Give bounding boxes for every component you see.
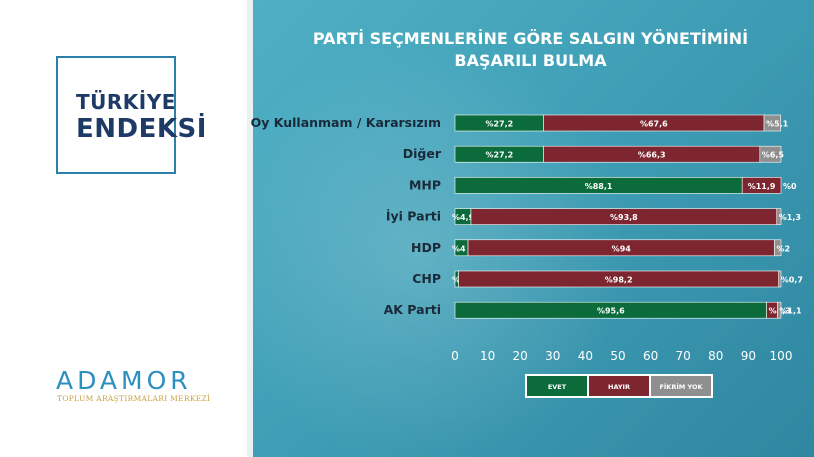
chart-title: PARTİ SEÇMENLERİNE GÖRE SALGIN YÖNETİMİN… [312, 29, 749, 48]
data-label: %27,2 [485, 120, 513, 129]
brand-frame-bottom [56, 172, 176, 174]
category-label: MHP [409, 177, 441, 192]
data-label: %4 [452, 244, 466, 253]
x-tick-label: 40 [578, 349, 593, 363]
data-label: %1,3 [779, 213, 801, 222]
bar-segment [777, 301, 782, 319]
x-tick-label: 10 [480, 349, 495, 363]
x-tick-label: 80 [708, 349, 723, 363]
data-label: %1,1 [779, 307, 802, 316]
category-label: Oy Kullanmam / Kararsızım [251, 115, 441, 130]
data-label: %27,2 [485, 151, 513, 160]
data-label: %6,5 [762, 151, 785, 160]
bar-segment [763, 114, 781, 132]
panel-divider [247, 0, 253, 457]
bar-segment [778, 270, 782, 288]
chart-subtitle: BAŞARILI BULMA [454, 51, 607, 70]
bar-segment [741, 177, 782, 194]
x-tick-label: 30 [545, 349, 560, 363]
x-tick-label: 100 [770, 349, 793, 363]
data-label: %95,6 [597, 307, 625, 316]
data-label: %66,3 [638, 151, 666, 160]
legend-label: HAYIR [608, 383, 630, 391]
category-label: Diğer [403, 146, 442, 161]
legend-swatch [589, 376, 649, 396]
category-label: AK Parti [384, 302, 441, 317]
data-label: %0 [783, 182, 797, 191]
data-label: %11,9 [748, 182, 776, 191]
x-tick-label: 90 [741, 349, 756, 363]
category-label: İyi Parti [386, 209, 441, 224]
left-panel: TÜRKİYE ENDEKSİ ADAMOR TOPLUM ARAŞTIRMAL… [0, 0, 247, 457]
data-label: %93,8 [610, 213, 638, 222]
brand-line-2: ENDEKSİ [76, 114, 207, 144]
data-label: %67,6 [640, 120, 668, 129]
x-tick-label: 50 [610, 349, 625, 363]
x-tick-label: 20 [513, 349, 528, 363]
data-label: %98,2 [605, 276, 633, 285]
data-label: %2 [776, 244, 790, 253]
logo-name: ADAMOR [56, 366, 192, 395]
legend-swatch [527, 376, 587, 396]
data-label: %0,7 [781, 276, 803, 285]
data-label: %4,9 [452, 213, 475, 222]
bar-segment [774, 239, 782, 257]
logo-subtitle: TOPLUM ARAŞTIRMALARI MERKEZİ [57, 394, 211, 403]
brand-frame: TÜRKİYE ENDEKSİ [56, 56, 206, 174]
legend-label: EVET [548, 383, 567, 391]
data-label: %88,1 [585, 182, 613, 191]
category-label: CHP [412, 271, 441, 286]
x-tick-label: 60 [643, 349, 658, 363]
legend-swatch [651, 376, 711, 396]
brand-line-1: TÜRKİYE [76, 90, 176, 114]
bar-segment [776, 208, 782, 225]
data-label: %5,1 [766, 120, 789, 129]
bar-segment [759, 145, 782, 163]
x-tick-label: 70 [676, 349, 691, 363]
category-label: HDP [411, 240, 441, 255]
x-tick-label: 0 [451, 349, 459, 363]
data-label: %94 [612, 244, 632, 253]
legend-label: FİKRİM YOK [659, 382, 703, 391]
